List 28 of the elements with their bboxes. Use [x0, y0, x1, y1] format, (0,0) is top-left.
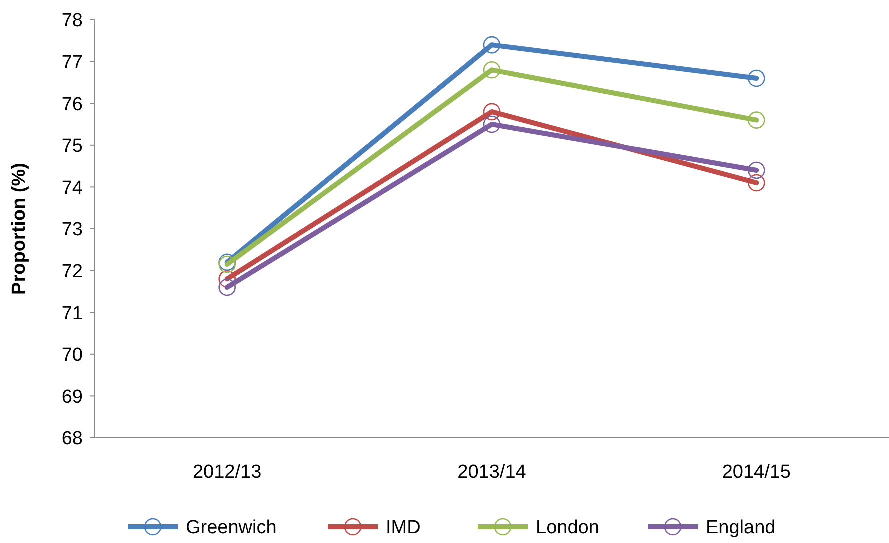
x-tick-label: 2012/13 — [192, 462, 262, 483]
y-tick-label: 68 — [62, 428, 83, 450]
point — [748, 70, 766, 88]
point — [483, 36, 501, 54]
point — [748, 174, 766, 192]
y-tick-label: 71 — [62, 303, 83, 324]
point — [748, 162, 766, 180]
y-tick-label: 77 — [62, 52, 83, 74]
point — [483, 103, 501, 121]
y-tick-label: 73 — [62, 220, 83, 241]
y-tick-label: 70 — [62, 345, 83, 366]
point — [483, 62, 501, 79]
y-tick-label: 69 — [62, 386, 83, 408]
legend-label: London — [536, 518, 600, 539]
y-tick-label: 74 — [62, 178, 84, 199]
y-tick-label: 78 — [62, 10, 83, 32]
point — [218, 278, 236, 296]
y-axis-title: Proportion (%) — [9, 163, 30, 295]
x-tick-label: 2014/15 — [722, 462, 792, 483]
y-tick-label: 75 — [62, 136, 83, 158]
y-tick-label: 72 — [62, 261, 83, 282]
point — [748, 112, 766, 129]
x-tick-label: 2013/14 — [458, 462, 527, 483]
legend-label: IMD — [386, 518, 421, 539]
legend-label: England — [706, 518, 776, 539]
legend-label: Greenwich — [186, 518, 277, 539]
y-tick-label: 76 — [62, 94, 83, 116]
point — [483, 116, 501, 134]
